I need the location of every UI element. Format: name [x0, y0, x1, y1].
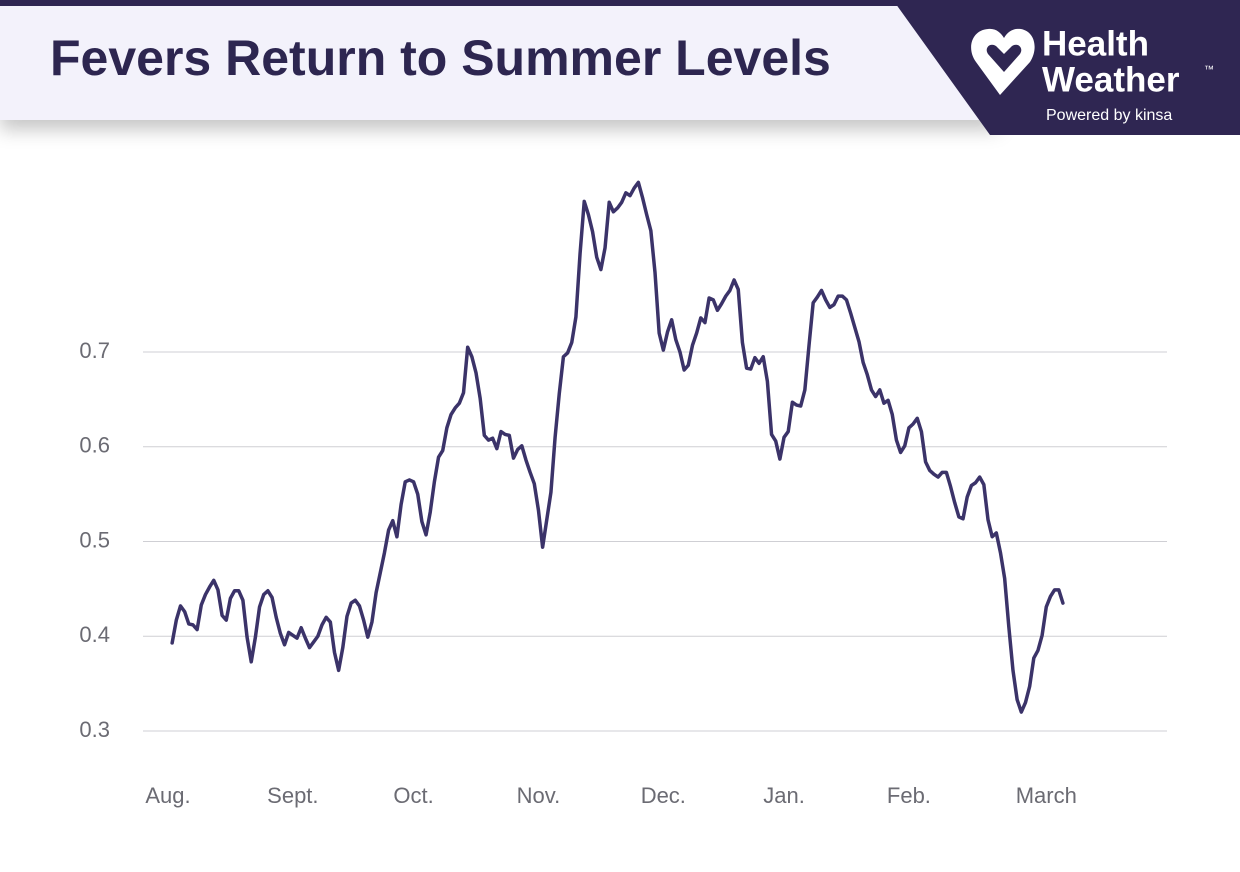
brand-tagline: Powered by kinsa: [1046, 107, 1172, 124]
brand-icon: [971, 28, 1035, 95]
top-strip: [0, 0, 1240, 6]
brand-name: Health: [1042, 24, 1149, 63]
x-tick-label: Aug.: [145, 783, 190, 808]
title-banner: [0, 0, 1000, 120]
y-tick-label: 0.3: [79, 717, 110, 742]
x-tick-label: Dec.: [641, 783, 686, 808]
chart-title: Fevers Return to Summer Levels: [50, 30, 831, 86]
data-line: [170, 180, 1065, 714]
brand-name: Weather: [1042, 60, 1180, 99]
x-tick-label: Oct.: [393, 783, 433, 808]
x-tick-label: Sept.: [267, 783, 318, 808]
x-tick-label: Feb.: [887, 783, 931, 808]
y-tick-label: 0.5: [79, 527, 110, 552]
x-tick-label: March: [1016, 783, 1077, 808]
y-tick-label: 0.4: [79, 622, 110, 647]
trademark: ™: [1204, 65, 1214, 76]
x-tick-label: Jan.: [763, 783, 805, 808]
header: Health Weather ™ Powered by kinsa Fevers…: [0, 0, 1240, 135]
y-tick-label: 0.7: [79, 338, 110, 363]
x-tick-label: Nov.: [517, 783, 561, 808]
y-tick-label: 0.6: [79, 433, 110, 458]
